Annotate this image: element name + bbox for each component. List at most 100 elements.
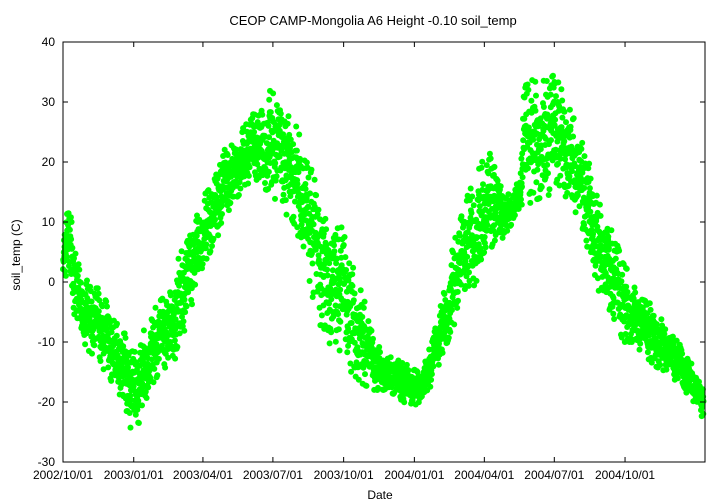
x-tick-label: 2003/07/01 (243, 468, 303, 482)
data-point (348, 368, 355, 375)
data-point (320, 230, 327, 237)
data-point (276, 153, 283, 160)
data-point (266, 134, 273, 141)
data-point (464, 192, 471, 199)
data-point (135, 420, 142, 426)
data-point (566, 106, 573, 113)
data-point (476, 203, 483, 210)
data-point (487, 155, 494, 162)
data-point (126, 410, 133, 416)
data-point (305, 174, 312, 181)
data-point (171, 337, 178, 344)
data-point (74, 272, 81, 279)
data-point (570, 133, 577, 140)
data-point (467, 185, 474, 192)
data-point (605, 245, 612, 252)
data-point (458, 213, 465, 220)
data-point (454, 304, 461, 311)
data-point (559, 97, 566, 104)
data-point (293, 147, 300, 154)
data-point (209, 243, 215, 249)
data-point (456, 232, 463, 239)
data-point (72, 250, 79, 257)
data-point (632, 289, 639, 296)
data-point (333, 260, 340, 267)
data-point (258, 148, 265, 155)
data-point (165, 332, 172, 338)
data-point (207, 248, 214, 255)
data-point (246, 164, 253, 171)
data-point (294, 224, 301, 231)
data-point (183, 303, 190, 310)
data-point (491, 163, 498, 170)
data-point (181, 296, 188, 303)
data-point (315, 252, 322, 259)
data-point (494, 177, 501, 184)
data-point (280, 131, 287, 138)
data-point (181, 327, 188, 334)
data-point (567, 123, 574, 130)
data-point (176, 282, 183, 289)
data-point (644, 349, 651, 356)
data-point (445, 334, 452, 341)
data-point (700, 398, 707, 405)
data-point (562, 156, 569, 163)
data-point (441, 291, 448, 297)
data-point (89, 350, 95, 357)
data-point (330, 313, 337, 320)
data-point (227, 199, 234, 206)
data-point (518, 201, 525, 208)
data-point (401, 399, 408, 406)
data-point (650, 312, 657, 319)
data-point (647, 306, 654, 313)
data-point (69, 244, 76, 251)
data-point (199, 261, 206, 267)
data-point (301, 211, 308, 218)
data-point (623, 265, 630, 272)
data-point (566, 173, 573, 180)
data-point (480, 181, 486, 188)
data-point (300, 243, 307, 250)
data-point (174, 343, 181, 350)
data-point (546, 186, 553, 193)
data-point (450, 249, 456, 256)
data-point (336, 347, 343, 354)
data-point (283, 211, 290, 218)
data-point (544, 161, 551, 168)
data-point (637, 340, 644, 347)
data-point (311, 176, 318, 183)
data-point (176, 330, 183, 337)
data-point (525, 86, 532, 93)
data-point (533, 92, 539, 99)
data-point (203, 255, 210, 262)
data-point (302, 181, 309, 187)
data-point (135, 397, 142, 404)
data-point (105, 364, 112, 371)
data-point (616, 247, 623, 254)
data-point (309, 260, 316, 267)
data-point (481, 249, 488, 256)
data-point (518, 155, 525, 162)
data-point (555, 160, 561, 167)
data-point (679, 350, 686, 357)
data-point (362, 371, 368, 378)
data-point (178, 248, 185, 255)
data-point (303, 159, 310, 166)
data-point (403, 361, 410, 368)
data-point (594, 223, 601, 230)
data-point (265, 168, 272, 175)
y-tick-label: -20 (38, 395, 56, 409)
data-point (556, 182, 563, 189)
data-point (518, 196, 524, 203)
data-point (329, 267, 336, 274)
data-point (233, 146, 240, 153)
data-point (368, 327, 375, 334)
data-point (551, 122, 558, 129)
data-point (218, 202, 225, 209)
data-point (499, 234, 506, 241)
data-point (466, 269, 472, 276)
data-point (335, 311, 342, 318)
y-tick-label: 20 (42, 155, 56, 169)
y-tick-label: 0 (48, 275, 55, 289)
